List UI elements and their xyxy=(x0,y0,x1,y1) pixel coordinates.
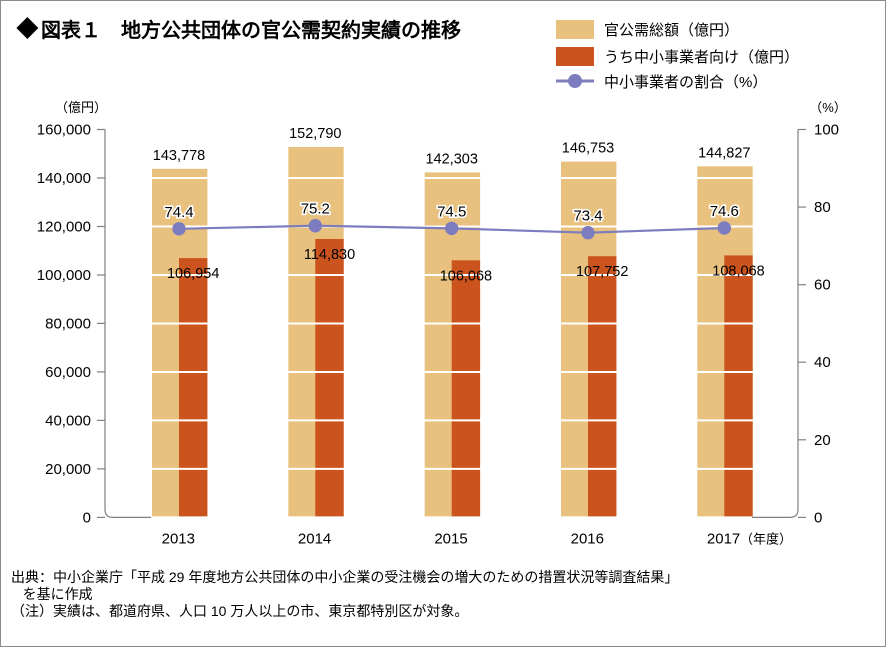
svg-text:うち中小事業者向け（億円）: うち中小事業者向け（億円） xyxy=(604,49,799,66)
svg-text:107,752: 107,752 xyxy=(576,264,628,280)
svg-text:74.6: 74.6 xyxy=(710,203,739,220)
svg-text:（年度）: （年度） xyxy=(740,531,792,546)
svg-text:中小事業者の割合（%）: 中小事業者の割合（%） xyxy=(604,74,767,91)
svg-text:75.2: 75.2 xyxy=(301,201,330,218)
svg-text:2014: 2014 xyxy=(298,530,331,547)
svg-text:143,778: 143,778 xyxy=(153,148,205,164)
svg-text:2013: 2013 xyxy=(162,530,195,547)
svg-text:0: 0 xyxy=(83,509,91,526)
svg-text:108,068: 108,068 xyxy=(712,263,764,279)
svg-text:74.5: 74.5 xyxy=(437,203,466,220)
svg-text:2016: 2016 xyxy=(571,530,604,547)
svg-text:152,790: 152,790 xyxy=(289,126,341,142)
svg-text:60: 60 xyxy=(814,277,831,294)
svg-text:100,000: 100,000 xyxy=(37,267,91,284)
svg-text:0: 0 xyxy=(814,509,822,526)
svg-text:140,000: 140,000 xyxy=(37,170,91,187)
svg-text:80,000: 80,000 xyxy=(45,315,91,332)
svg-text:40,000: 40,000 xyxy=(45,412,91,429)
svg-text:40: 40 xyxy=(814,354,831,371)
svg-text:142,303: 142,303 xyxy=(425,151,477,167)
svg-text:114,830: 114,830 xyxy=(304,247,355,263)
svg-text:2015: 2015 xyxy=(434,530,467,547)
svg-text:20,000: 20,000 xyxy=(45,461,91,478)
svg-text:146,753: 146,753 xyxy=(562,141,614,157)
svg-text:60,000: 60,000 xyxy=(45,364,91,381)
svg-text:（億円）: （億円） xyxy=(55,100,107,115)
svg-text:20: 20 xyxy=(814,432,831,449)
svg-text:73.4: 73.4 xyxy=(573,208,602,225)
svg-text:2017: 2017 xyxy=(707,530,740,547)
svg-text:106,954: 106,954 xyxy=(167,266,219,282)
svg-text:144,827: 144,827 xyxy=(698,145,750,161)
svg-text:官公需総額（億円）: 官公需総額（億円） xyxy=(604,22,739,39)
svg-text:100: 100 xyxy=(814,122,839,139)
svg-text:74.4: 74.4 xyxy=(164,204,193,221)
svg-text:80: 80 xyxy=(814,199,831,216)
svg-text:120,000: 120,000 xyxy=(37,219,91,236)
svg-text:（%）: （%） xyxy=(809,100,847,115)
svg-text:160,000: 160,000 xyxy=(37,122,91,139)
svg-text:106,068: 106,068 xyxy=(440,268,492,284)
